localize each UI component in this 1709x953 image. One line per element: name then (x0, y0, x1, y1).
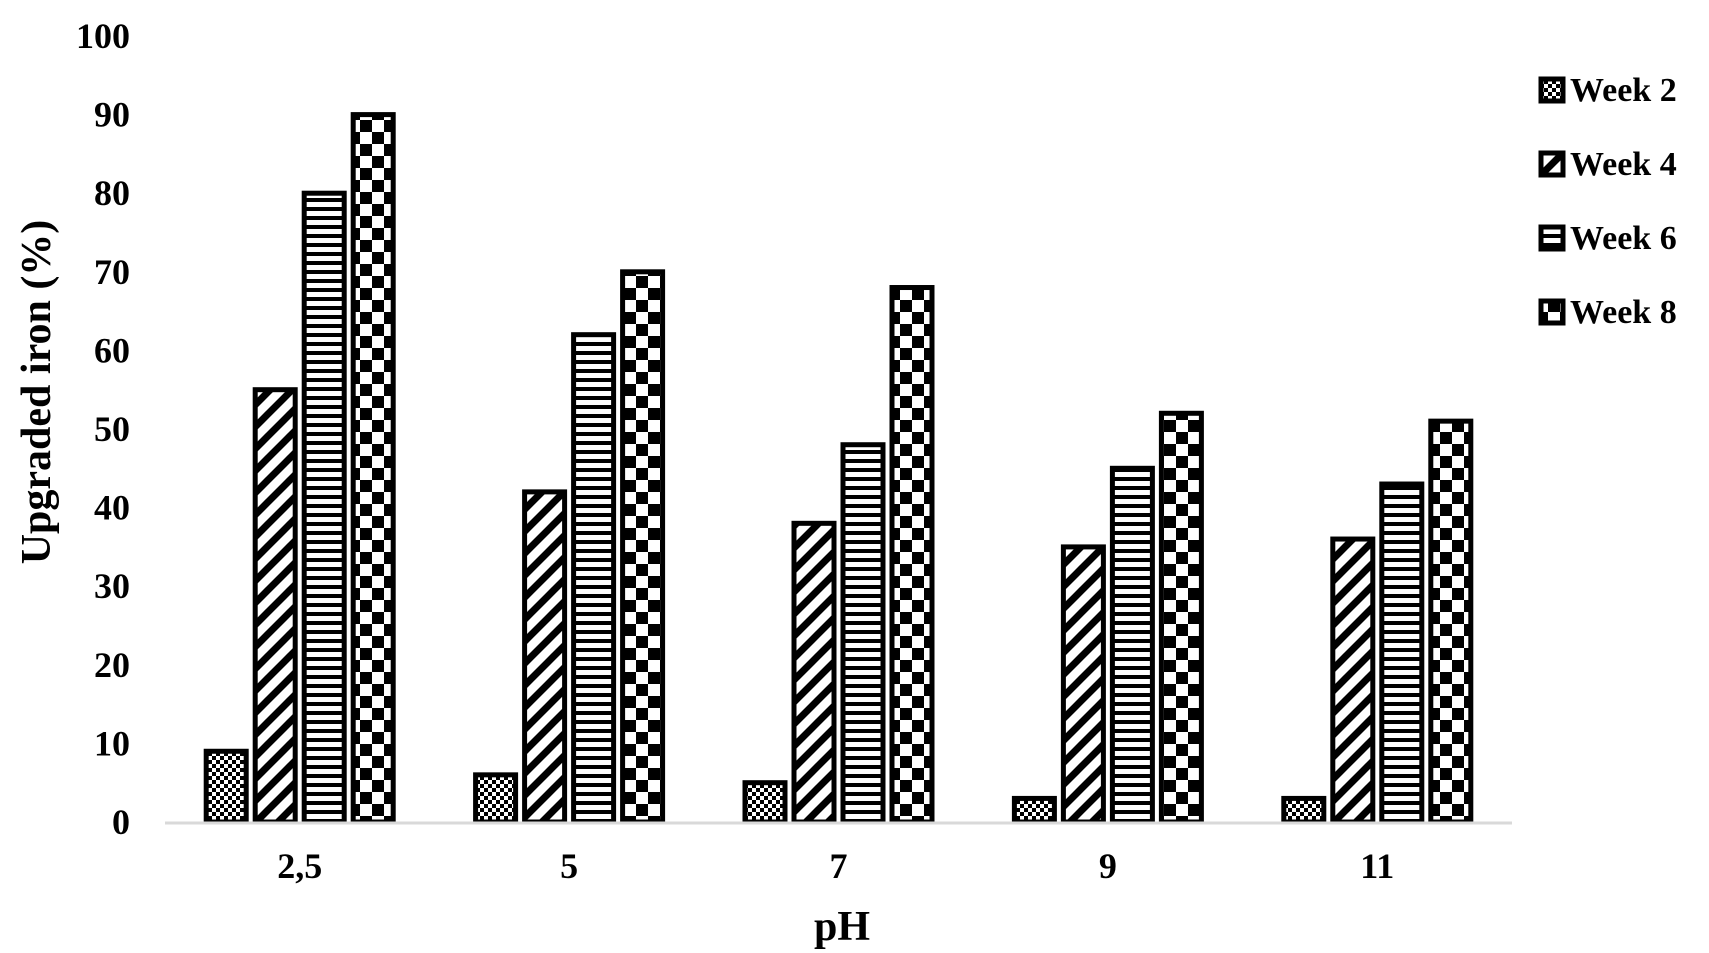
x-tick-label: 11 (1360, 846, 1394, 886)
legend-label: Week 8 (1570, 294, 1677, 331)
legend-swatch (1538, 76, 1566, 104)
bar-week-4 (522, 489, 568, 825)
legend-swatch (1538, 298, 1566, 326)
bar-week-4 (1330, 536, 1376, 825)
bar-week-2 (473, 772, 519, 825)
legend-swatch (1538, 224, 1566, 252)
bar-week-6 (571, 332, 617, 825)
x-tick-label: 9 (1099, 846, 1117, 886)
y-axis-title: Upgraded iron (%) (14, 220, 60, 565)
y-tick-label: 70 (94, 252, 130, 292)
bar-week-8 (350, 112, 396, 825)
y-tick-label: 50 (94, 409, 130, 449)
bar-week-2 (1281, 795, 1327, 825)
bars-group (203, 112, 1474, 825)
bar-week-8 (889, 285, 935, 825)
bar-week-2 (1011, 795, 1057, 825)
bar-week-6 (1109, 465, 1155, 825)
bar-week-8 (620, 269, 666, 825)
legend: Week 2 Week 4 Week 6 Week 8 (1538, 72, 1677, 331)
y-tick-label: 100 (76, 16, 130, 56)
legend-swatch (1538, 150, 1566, 178)
x-axis-title: pH (814, 904, 870, 950)
bar-week-4 (791, 520, 837, 825)
bar-week-2 (203, 748, 249, 825)
y-tick-label: 10 (94, 723, 130, 763)
legend-label: Week 2 (1570, 72, 1677, 109)
bar-week-2 (742, 780, 788, 825)
bar-week-8 (1428, 418, 1474, 825)
bar-week-8 (1158, 410, 1204, 825)
bar-week-6 (840, 442, 886, 825)
legend-label: Week 4 (1570, 146, 1677, 183)
y-axis-tick-labels: 0 10 20 30 40 50 60 70 80 90 100 (76, 16, 130, 842)
bar-week-6 (1379, 481, 1425, 825)
y-tick-label: 30 (94, 566, 130, 606)
bar-week-4 (1060, 544, 1106, 825)
y-tick-label: 80 (94, 173, 130, 213)
bar-week-6 (301, 190, 347, 825)
y-tick-label: 20 (94, 645, 130, 685)
x-tick-label: 7 (830, 846, 848, 886)
y-tick-label: 90 (94, 95, 130, 135)
x-tick-label: 5 (560, 846, 578, 886)
y-tick-label: 0 (112, 802, 130, 842)
bar-week-4 (252, 387, 298, 825)
y-tick-label: 40 (94, 488, 130, 528)
legend-label: Week 6 (1570, 220, 1677, 257)
y-tick-label: 60 (94, 330, 130, 370)
x-axis: 2,5 5 7 9 11 (165, 821, 1512, 886)
x-tick-label: 2,5 (277, 846, 322, 886)
